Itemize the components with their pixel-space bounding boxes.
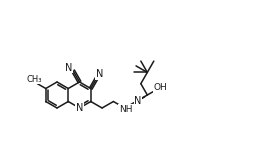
Text: N: N: [96, 69, 103, 79]
Text: OH: OH: [154, 83, 168, 92]
Text: N: N: [65, 63, 73, 73]
Text: N: N: [134, 97, 142, 106]
Text: N: N: [76, 103, 83, 113]
Text: CH₃: CH₃: [27, 75, 42, 84]
Text: NH: NH: [119, 104, 132, 113]
